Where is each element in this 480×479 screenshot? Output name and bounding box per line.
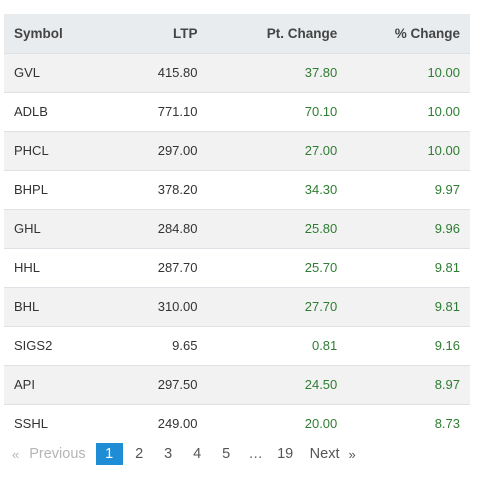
symbol-cell[interactable]: SSHL bbox=[14, 416, 48, 432]
pt-change-cell: 27.70 bbox=[304, 299, 338, 314]
table-row[interactable]: ADLB 771.10 70.10 10.00 bbox=[4, 92, 470, 131]
next-arrow-icon: » bbox=[348, 446, 356, 462]
ltp-cell: 9.65 bbox=[172, 338, 198, 353]
pct-change-cell: 9.96 bbox=[434, 221, 460, 236]
symbol-cell[interactable]: GHL bbox=[14, 221, 41, 236]
header-row: Symbol LTP Pt. Change % Change bbox=[4, 14, 470, 53]
ltp-cell: 297.50 bbox=[157, 377, 198, 392]
pt-change-cell: 24.50 bbox=[304, 377, 338, 392]
pct-change-cell: 10.00 bbox=[427, 104, 460, 119]
ltp-cell: 415.80 bbox=[157, 65, 198, 80]
table-row[interactable]: SIGS2 9.65 0.81 9.16 bbox=[4, 326, 470, 365]
pt-change-cell: 34.30 bbox=[304, 182, 338, 197]
page-3-button[interactable]: 3 bbox=[164, 446, 173, 462]
header-ltp[interactable]: LTP bbox=[172, 25, 198, 41]
symbol-cell[interactable]: PHCL bbox=[14, 143, 49, 158]
pt-change-cell: 0.81 bbox=[311, 338, 338, 353]
ltp-cell: 771.10 bbox=[157, 104, 198, 119]
ltp-cell: 310.00 bbox=[157, 299, 198, 314]
pt-change-cell: 27.00 bbox=[304, 143, 338, 158]
previous-arrow-icon: « bbox=[12, 446, 20, 462]
pt-change-cell: 25.70 bbox=[304, 260, 338, 275]
symbol-cell[interactable]: BHPL bbox=[14, 182, 48, 197]
page-5-button[interactable]: 5 bbox=[222, 446, 231, 462]
table-header: Symbol LTP Pt. Change % Change bbox=[4, 14, 470, 53]
page-1-button[interactable]: 1 bbox=[95, 443, 123, 465]
ltp-cell: 378.20 bbox=[157, 182, 198, 197]
pct-change-cell: 8.97 bbox=[434, 377, 460, 392]
next-button[interactable]: Next » bbox=[300, 443, 356, 465]
pt-change-cell: 37.80 bbox=[304, 65, 338, 80]
gainers-table-container: Symbol LTP Pt. Change % Change GVL 415.80… bbox=[4, 14, 470, 443]
pct-change-cell: 9.16 bbox=[434, 338, 460, 353]
next-label: Next bbox=[309, 446, 340, 462]
previous-label: Previous bbox=[29, 446, 86, 462]
symbol-cell[interactable]: ADLB bbox=[14, 104, 48, 119]
symbol-cell[interactable]: API bbox=[14, 377, 35, 392]
symbol-cell[interactable]: HHL bbox=[14, 260, 41, 275]
table-row[interactable]: SSHL 249.00 20.00 8.73 bbox=[4, 404, 470, 443]
pagination: « Previous 1 2 3 4 5 … 19 Next » bbox=[8, 443, 356, 465]
header-symbol[interactable]: Symbol bbox=[14, 25, 63, 41]
page-2-button[interactable]: 2 bbox=[135, 446, 144, 462]
header-pct-change[interactable]: % Change bbox=[394, 25, 460, 41]
table-row[interactable]: BHL 310.00 27.70 9.81 bbox=[4, 287, 470, 326]
pt-change-cell: 70.10 bbox=[304, 104, 338, 119]
previous-button[interactable]: « Previous bbox=[8, 443, 96, 465]
ltp-cell: 249.00 bbox=[157, 416, 198, 432]
ltp-cell: 297.00 bbox=[157, 143, 198, 158]
table-body: GVL 415.80 37.80 10.00 ADLB 771.10 70.10 10.00 P… bbox=[4, 53, 470, 443]
ltp-cell: 284.80 bbox=[157, 221, 198, 236]
ltp-cell: 287.70 bbox=[157, 260, 198, 275]
table-row[interactable]: API 297.50 24.50 8.97 bbox=[4, 365, 470, 404]
symbol-cell[interactable]: GVL bbox=[14, 65, 41, 80]
table-row[interactable]: GHL 284.80 25.80 9.96 bbox=[4, 209, 470, 248]
symbol-cell[interactable]: BHL bbox=[14, 299, 40, 314]
pct-change-cell: 9.81 bbox=[434, 260, 460, 275]
page-19-button[interactable]: 19 bbox=[277, 446, 294, 462]
gainers-table: Symbol LTP Pt. Change % Change GVL 415.80… bbox=[4, 14, 470, 443]
table-row[interactable]: PHCL 297.00 27.00 10.00 bbox=[4, 131, 470, 170]
table-row[interactable]: BHPL 378.20 34.30 9.97 bbox=[4, 170, 470, 209]
pct-change-cell: 10.00 bbox=[427, 65, 460, 80]
pct-change-cell: 9.97 bbox=[434, 182, 460, 197]
pagination-ellipsis: … bbox=[248, 446, 263, 462]
pct-change-cell: 8.73 bbox=[434, 416, 460, 432]
pt-change-cell: 20.00 bbox=[304, 416, 338, 432]
symbol-cell[interactable]: SIGS2 bbox=[14, 338, 53, 353]
pt-change-cell: 25.80 bbox=[304, 221, 338, 236]
page-4-button[interactable]: 4 bbox=[193, 446, 202, 462]
header-pt-change[interactable]: Pt. Change bbox=[266, 25, 338, 41]
table-row[interactable]: HHL 287.70 25.70 9.81 bbox=[4, 248, 470, 287]
pct-change-cell: 9.81 bbox=[434, 299, 460, 314]
table-row[interactable]: GVL 415.80 37.80 10.00 bbox=[4, 53, 470, 92]
pct-change-cell: 10.00 bbox=[427, 143, 460, 158]
